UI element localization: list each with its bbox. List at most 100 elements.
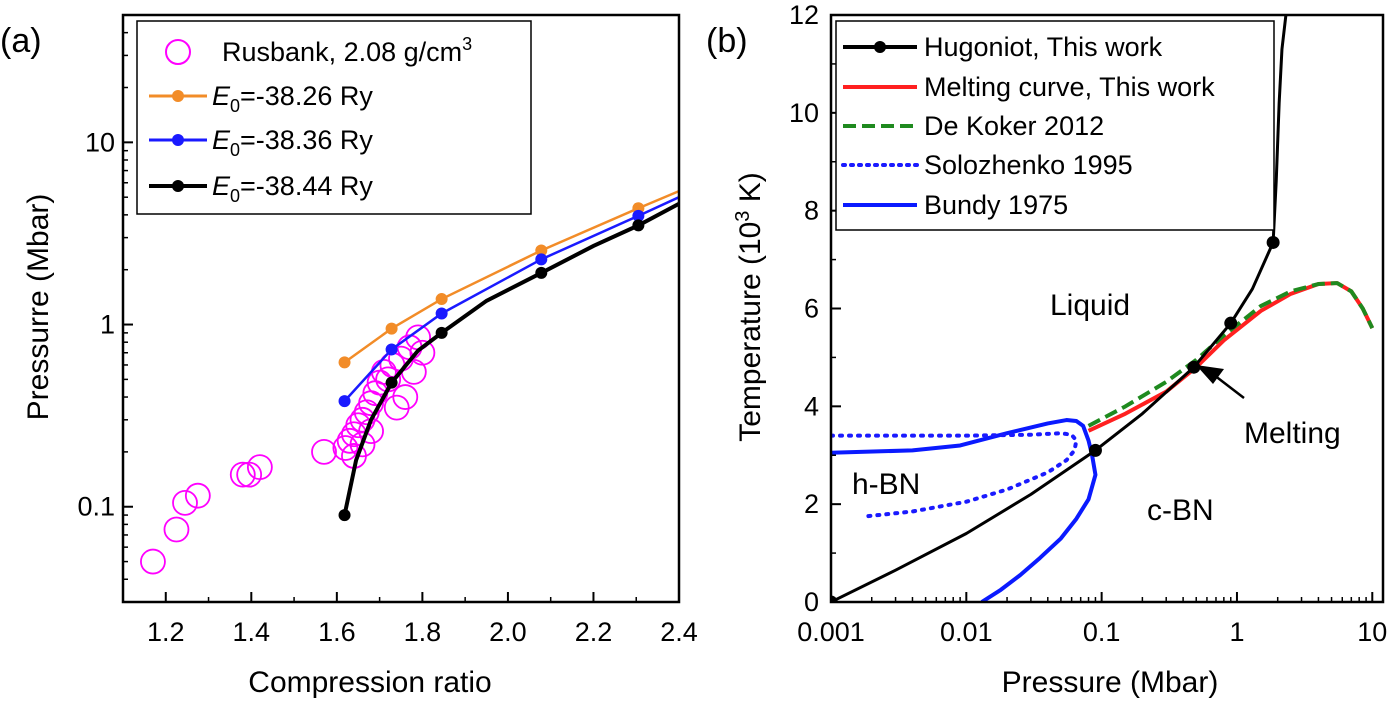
series-e0-38-36-ry-point [632,209,645,222]
legend-e0-3826-marker [172,90,184,102]
series-bundy-1975-line [831,418,1098,602]
legend-melting-label: Melting curve, This work [924,72,1215,102]
panel-b-y-axis-label: Temperature (103 K) [732,172,767,442]
y-tick-label: 4 [804,391,819,421]
series-e0-38-36-ry-point [385,343,398,356]
annotation-liquid: Liquid [1050,289,1130,322]
panel-b-ticks: 0.001 0.01 0.1 1 10 0 2 4 6 8 10 12 [789,0,1387,647]
series-e0-38-44-ry-line [342,202,680,516]
melting-arrow-shaft [1213,374,1245,399]
rusbank-point [172,489,198,516]
x-tick-label: 2.4 [660,617,698,647]
x-tick-label: 0.01 [940,617,993,647]
rusbank-point [163,516,190,543]
panel-b-legend: Hugoniot, This work Melting curve, This … [835,20,1275,231]
series-e0-38-26-ry-point [435,293,448,306]
y-tick-label: 2 [804,489,819,519]
annotation-c-bn: c-BN [1147,494,1214,527]
series-de-koker-2012-line [1087,281,1375,428]
series-e0-38-44-ry-point [338,509,351,522]
rusbank-point [409,339,436,366]
series-e0-38-36-ry-point [435,307,448,320]
x-tick-label: 0.1 [1083,617,1121,647]
series-solozhenko-1995-line [831,431,1079,519]
panel-b-plot-area [831,15,1375,602]
rusbank-point [332,435,359,461]
panel-a-label: (a) [0,22,42,60]
rusbank-point [246,454,273,481]
series-hugoniot-this-work-point [1088,443,1102,457]
panel-b: (b) 0.001 0.01 0.1 1 10 0 2 4 6 8 10 12 Pressure (M… [706,0,1387,699]
y-tick-label: 12 [789,0,819,30]
series-hugoniot-this-work-point [831,595,838,602]
series-e0-38-26-ry-point [385,322,398,335]
series-e0-38-44-ry-point [435,326,448,339]
panel-b-label: (b) [706,22,748,60]
panel-a-x-axis-label: Compression ratio [248,666,491,699]
x-tick-label: 1.2 [147,617,185,647]
rusbank-point [184,482,211,509]
rusbank-point [140,548,166,575]
panel-a-y-axis-label: Pressurre (Mbar) [22,194,55,421]
y-tick-label: 10 [789,98,819,128]
panel-b-series [831,15,1375,602]
x-tick-label: 1 [1229,617,1244,647]
melting-arrow-head [1196,365,1224,384]
legend-dekoker-label: De Koker 2012 [924,111,1104,141]
series-hugoniot-this-work-line [831,15,1288,602]
rusbank-point [311,438,337,465]
legend-e0-3826-label: E0=-38.26 Ry [212,81,373,116]
series-e0-38-26-ry-point [338,356,351,369]
series-e0-38-36-ry-point [338,395,351,408]
legend-e0-3836-label: E0=-38.36 Ry [212,125,373,160]
legend-rusbank-label: Rusbank, 2.08 g/cm3 [222,34,472,67]
y-tick-label: 0 [804,587,819,617]
legend-rusbank-marker [165,39,191,65]
panel-a-legend: Rusbank, 2.08 g/cm3 E0=-38.26 Ry E0=-38.… [136,20,532,215]
legend-solozhenko-label: Solozhenko 1995 [924,150,1133,180]
legend-bundy-label: Bundy 1975 [924,190,1068,220]
panel-a-frame [121,13,681,604]
legend-e0-3844-label: E0=-38.44 Ry [212,171,373,206]
legend-hugoniot-label: Hugoniot, This work [924,32,1163,62]
x-tick-label: 0.001 [797,617,865,647]
y-tick-label: 10 [85,127,115,157]
series-e0-38-36-ry-line [343,196,680,402]
panel-a-legend-box [136,20,532,215]
rusbank-point [392,384,419,410]
legend-e0-3836-marker [172,134,184,146]
x-tick-label: 10 [1357,617,1387,647]
legend-e0-3844-marker [172,180,184,192]
legend-hugoniot-marker [874,41,886,53]
annotation-melting: Melting [1244,417,1341,450]
series-e0-38-44-ry-point [385,376,398,389]
rusbank-point [229,461,256,488]
panel-a: (a) 1.2 1.4 1.6 1.8 2.0 2.2 2.4 0.1 1 10 Compress… [0,13,698,699]
series-e0-38-26-ry-line [343,189,680,364]
panel-a-ticks: 1.2 1.4 1.6 1.8 2.0 2.2 2.4 0.1 1 10 [77,31,698,647]
x-tick-label: 1.6 [318,617,356,647]
rusbank-point [383,394,410,421]
x-tick-label: 2.2 [575,617,613,647]
y-tick-label: 0.1 [77,492,115,522]
y-tick-label: 8 [804,196,819,226]
series-e0-38-44-ry-point [535,266,548,279]
annotation-h-bn: h-BN [852,468,920,501]
y-tick-label: 1 [100,310,115,340]
rusbank-point [349,431,376,458]
series-hugoniot-this-work-point [1266,235,1280,249]
panel-b-x-axis-label: Pressure (Mbar) [1002,666,1219,699]
x-tick-label: 1.4 [233,617,271,647]
series-hugoniot-this-work-point [1187,360,1201,374]
series-e0-38-26-ry-point [535,244,548,257]
series-e0-38-36-ry-point [535,253,548,266]
y-tick-label: 6 [804,294,819,324]
panel-a-series [140,189,680,575]
rusbank-point [236,461,263,488]
x-tick-label: 1.8 [404,617,442,647]
series-e0-38-44-ry-point [632,219,645,232]
series-melting-curve-this-work-line [1087,281,1375,433]
x-tick-label: 2.0 [489,617,527,647]
series-hugoniot-this-work-point [1224,316,1238,330]
